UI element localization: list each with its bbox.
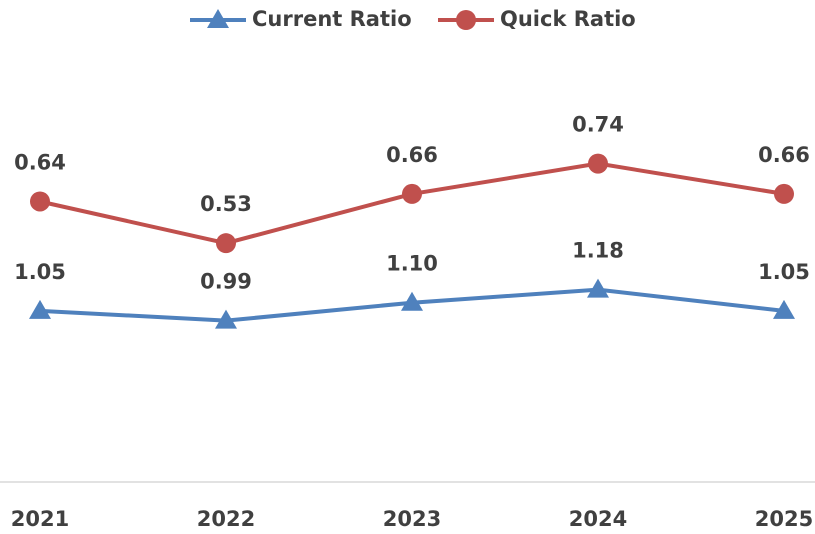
marker xyxy=(587,278,609,298)
data-label: 0.64 xyxy=(14,150,66,174)
data-label: 1.05 xyxy=(758,260,810,284)
legend-label: Quick Ratio xyxy=(500,7,636,31)
data-label: 0.66 xyxy=(386,143,438,167)
data-label: 1.10 xyxy=(386,252,438,276)
marker xyxy=(215,309,237,329)
marker xyxy=(774,183,794,204)
x-tick-label: 2025 xyxy=(755,507,813,531)
marker xyxy=(456,10,476,30)
x-tick-label: 2024 xyxy=(569,507,627,531)
legend-label: Current Ratio xyxy=(252,7,412,31)
marker xyxy=(30,191,50,212)
x-tick-label: 2021 xyxy=(11,507,69,531)
x-tick-label: 2022 xyxy=(197,507,255,531)
marker xyxy=(216,233,236,254)
data-label: 0.66 xyxy=(758,143,810,167)
data-label: 0.74 xyxy=(572,113,624,137)
marker xyxy=(401,291,423,311)
data-label: 1.05 xyxy=(14,260,66,284)
marker xyxy=(773,299,795,319)
data-label: 1.18 xyxy=(572,239,624,263)
marker xyxy=(588,153,608,174)
marker xyxy=(402,183,422,204)
marker xyxy=(207,9,229,28)
data-label: 0.99 xyxy=(200,270,252,294)
x-tick-label: 2023 xyxy=(383,507,441,531)
marker xyxy=(29,299,51,319)
data-label: 0.53 xyxy=(200,192,252,216)
